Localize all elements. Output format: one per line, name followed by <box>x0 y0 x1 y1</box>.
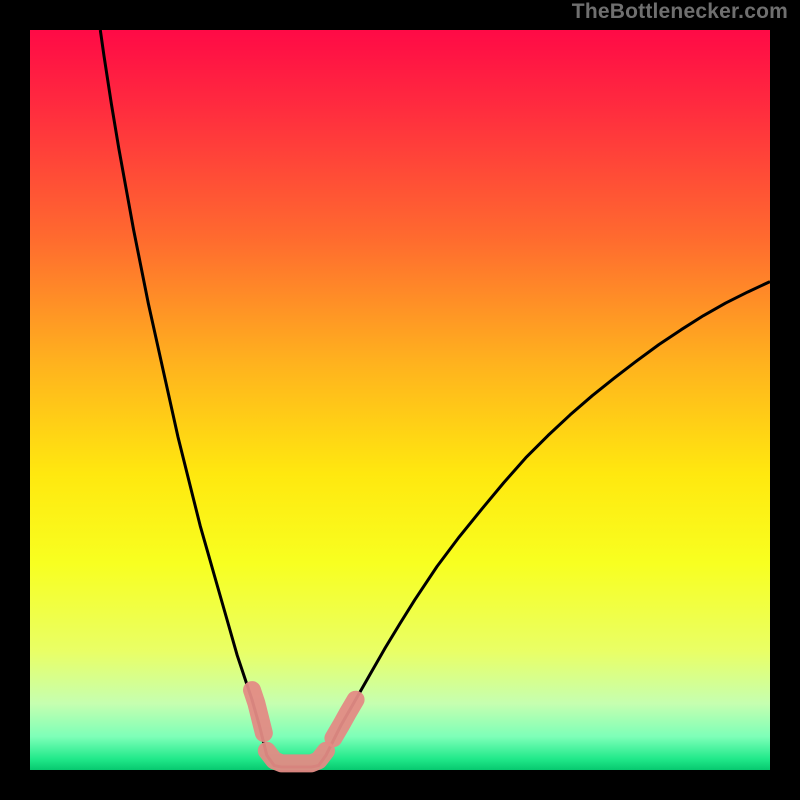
plot-background <box>30 30 770 770</box>
chart-svg <box>0 0 800 800</box>
chart-stage: TheBottlenecker.com <box>0 0 800 800</box>
overlay-left-descending-dash <box>252 690 264 733</box>
